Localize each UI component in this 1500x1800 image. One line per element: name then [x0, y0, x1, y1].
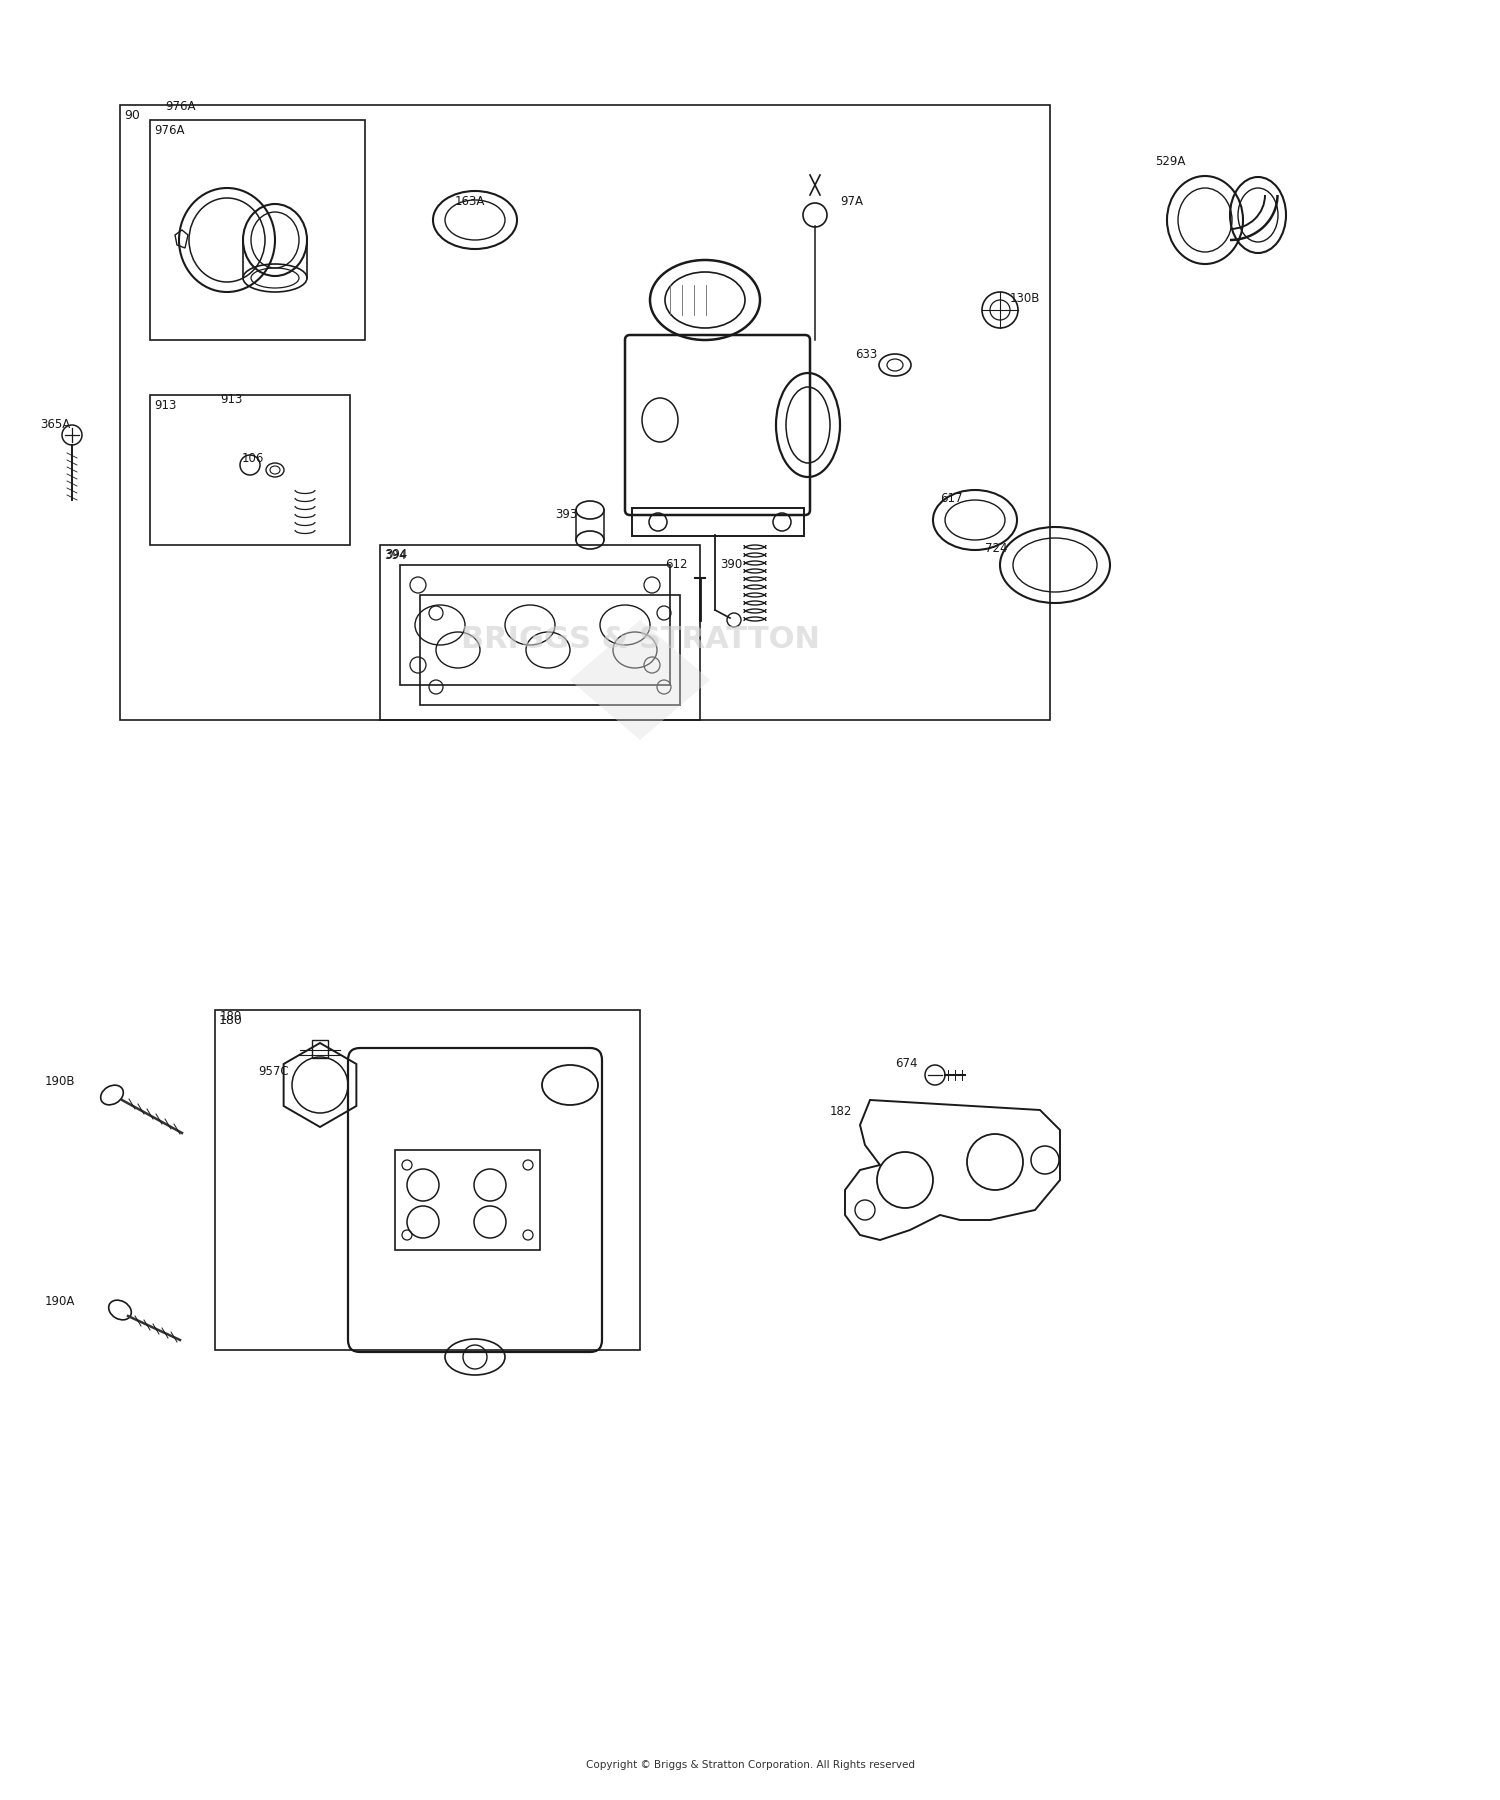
Text: 957C: 957C: [258, 1066, 288, 1078]
Text: 612: 612: [664, 558, 687, 571]
Bar: [420, 596, 680, 706]
Text: 394: 394: [384, 549, 406, 562]
Text: 97A: 97A: [840, 194, 862, 209]
Text: 393: 393: [555, 508, 578, 520]
Text: 976A: 976A: [154, 124, 184, 137]
Text: 617: 617: [940, 491, 963, 506]
Text: 182: 182: [830, 1105, 852, 1118]
Text: Copyright © Briggs & Stratton Corporation. All Rights reserved: Copyright © Briggs & Stratton Corporatio…: [585, 1760, 915, 1769]
Text: 674: 674: [896, 1057, 918, 1069]
Text: 190B: 190B: [45, 1075, 75, 1087]
Text: 180: 180: [219, 1013, 243, 1028]
Text: 394: 394: [386, 547, 408, 562]
Text: 130B: 130B: [1010, 292, 1041, 304]
Text: 180: 180: [220, 1010, 243, 1022]
Text: 390: 390: [720, 558, 742, 571]
Text: 724: 724: [986, 542, 1008, 554]
Bar: [394, 1150, 540, 1249]
Bar: [632, 508, 804, 536]
Text: 90: 90: [124, 110, 140, 122]
Text: 365A: 365A: [40, 418, 70, 430]
Bar: [150, 394, 350, 545]
Bar: [120, 104, 1050, 720]
Bar: [400, 565, 670, 686]
Text: 529A: 529A: [1155, 155, 1185, 167]
Text: 913: 913: [154, 400, 177, 412]
Text: BRIGGS & STRATTON: BRIGGS & STRATTON: [460, 626, 819, 655]
Text: 913: 913: [220, 392, 243, 407]
Bar: [380, 545, 700, 720]
Text: 106: 106: [242, 452, 264, 464]
Polygon shape: [570, 619, 710, 740]
Bar: [150, 121, 364, 340]
Text: 163A: 163A: [454, 194, 486, 209]
Bar: [312, 1040, 328, 1058]
Text: 190A: 190A: [45, 1294, 75, 1309]
Text: 976A: 976A: [165, 101, 195, 113]
Text: 633: 633: [855, 347, 877, 362]
Bar: [214, 1010, 640, 1350]
